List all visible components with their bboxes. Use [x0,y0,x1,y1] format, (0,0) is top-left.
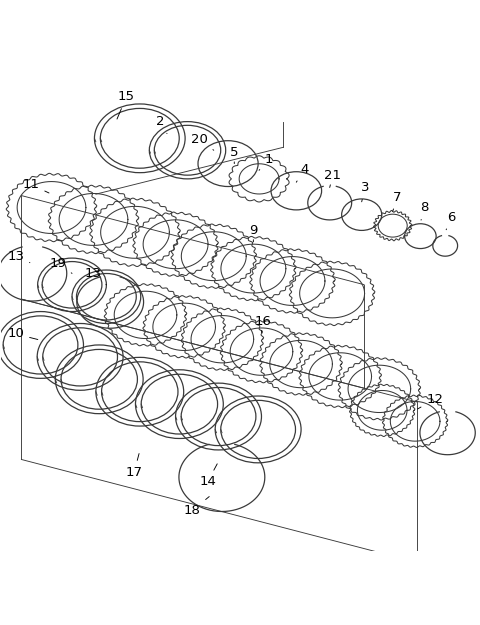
Text: 12: 12 [418,393,443,409]
Text: 11: 11 [23,178,49,193]
Text: 14: 14 [199,464,217,488]
Text: 13: 13 [84,267,107,285]
Text: 7: 7 [393,191,402,211]
Text: 15: 15 [117,90,135,119]
Text: 9: 9 [249,224,258,242]
Text: 16: 16 [254,314,271,332]
Text: 5: 5 [230,146,239,164]
Text: 10: 10 [7,328,38,341]
Text: 8: 8 [420,201,428,220]
Text: 4: 4 [296,163,309,182]
Text: 17: 17 [126,454,143,479]
Text: 19: 19 [49,258,72,273]
Text: 18: 18 [184,497,209,517]
Text: 3: 3 [361,181,369,202]
Text: 1: 1 [259,153,273,170]
Text: 13: 13 [7,250,30,262]
Text: 21: 21 [324,169,341,187]
Text: 6: 6 [446,211,455,230]
Text: 20: 20 [191,133,214,150]
Text: 2: 2 [156,115,167,134]
